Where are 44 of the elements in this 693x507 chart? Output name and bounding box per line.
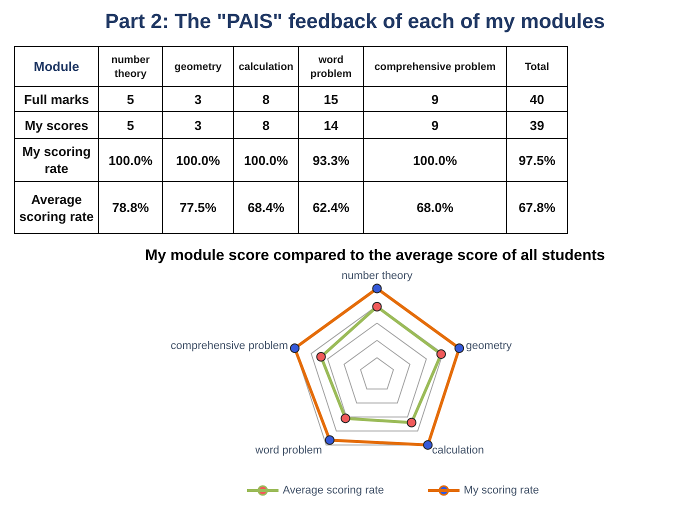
data-label: 40 bbox=[530, 92, 544, 106]
data-label: 78.8% bbox=[112, 200, 149, 215]
data-label: 100.0% bbox=[412, 152, 458, 168]
spoke-label: number theory bbox=[342, 270, 413, 282]
spoke-label: geometry bbox=[466, 340, 512, 352]
data-label: 67.8% bbox=[518, 200, 556, 215]
data-label: 68.0% bbox=[416, 200, 454, 215]
spoke-label: calculation bbox=[432, 444, 484, 457]
data-label: 77.5% bbox=[180, 200, 216, 215]
category-label: geometry bbox=[174, 60, 222, 72]
data-label: 9 bbox=[431, 92, 439, 106]
data-label: 8 bbox=[262, 92, 270, 106]
data-label: 100.0% bbox=[244, 152, 288, 168]
legend-label: My scoring rate bbox=[464, 484, 539, 496]
legend-label: Average scoring rate bbox=[282, 484, 384, 496]
spoke-label: word problem bbox=[254, 444, 322, 457]
text: My scoring rate bbox=[22, 144, 91, 176]
legend-label: My scores bbox=[24, 118, 88, 132]
category-label: comprehensive problem bbox=[374, 60, 496, 72]
text: Average scoring rate bbox=[19, 192, 94, 224]
data-label: 5 bbox=[126, 118, 134, 132]
data-label: 68.4% bbox=[248, 200, 284, 215]
spoke-label: comprehensive problem bbox=[170, 340, 288, 352]
data-label: 5 bbox=[126, 92, 134, 106]
category-label: Total bbox=[524, 60, 550, 72]
data-label: 3 bbox=[194, 118, 202, 132]
data-label: 100.0% bbox=[176, 152, 220, 168]
chart-title: My module score compared to the average score of all students bbox=[145, 247, 605, 264]
category-label: word problem bbox=[310, 54, 352, 80]
data-label: 100.0% bbox=[108, 152, 153, 168]
data-label: 93.3% bbox=[312, 152, 350, 168]
data-label: 3 bbox=[194, 92, 202, 106]
category-label: calculation bbox=[238, 60, 294, 72]
text: Module bbox=[34, 59, 80, 74]
data-label: 15 bbox=[324, 92, 338, 106]
data-label: 62.4% bbox=[312, 200, 350, 215]
category-label: number theory bbox=[111, 54, 150, 80]
data-label: 9 bbox=[431, 118, 439, 132]
data-label: 14 bbox=[324, 118, 338, 132]
text: Part 2: The "PAIS" feedback of each of my modules bbox=[105, 10, 605, 33]
data-label: 8 bbox=[262, 118, 270, 132]
data-label: 97.5% bbox=[518, 152, 556, 168]
legend-label: Full marks bbox=[24, 92, 90, 106]
data-label: 39 bbox=[530, 118, 544, 132]
